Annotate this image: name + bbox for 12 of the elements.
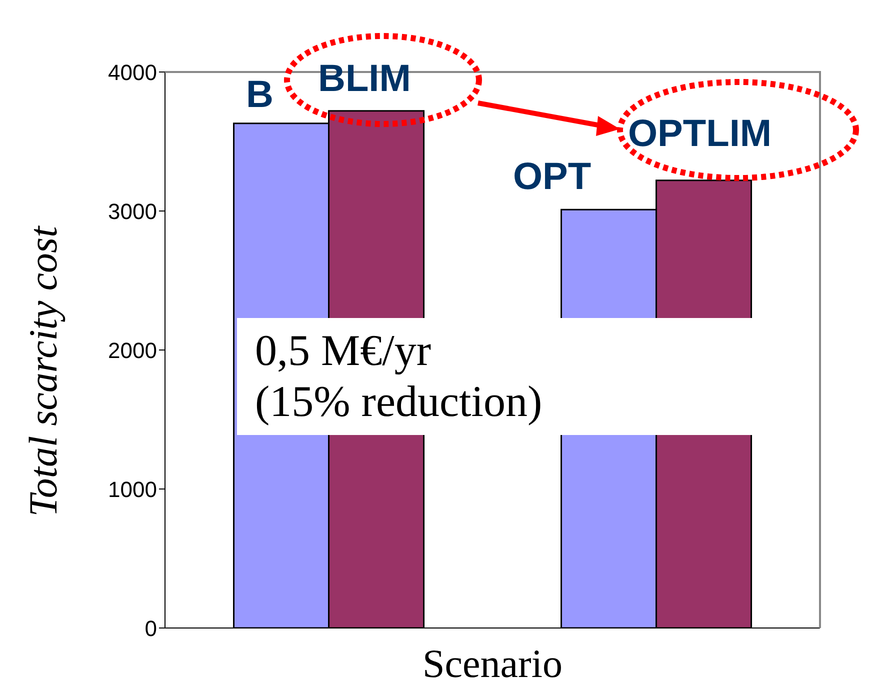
annotation: OPT [513, 156, 592, 199]
annotation: OPTLIM [628, 113, 772, 156]
y-tick-label: 0 [144, 616, 157, 641]
y-axis-title: Total scarcity cost [20, 224, 66, 519]
annotation: B [246, 74, 274, 117]
y-tick-label: 4000 [108, 60, 157, 85]
y-tick-label: 2000 [108, 338, 157, 363]
annotation: 0,5 M€/yr (15% reduction) [255, 326, 542, 426]
x-axis-title: Scenario [422, 640, 564, 687]
y-tick-label: 3000 [108, 198, 157, 224]
annotation: BLIM [318, 58, 411, 101]
y-tick-label: 1000 [108, 476, 157, 502]
